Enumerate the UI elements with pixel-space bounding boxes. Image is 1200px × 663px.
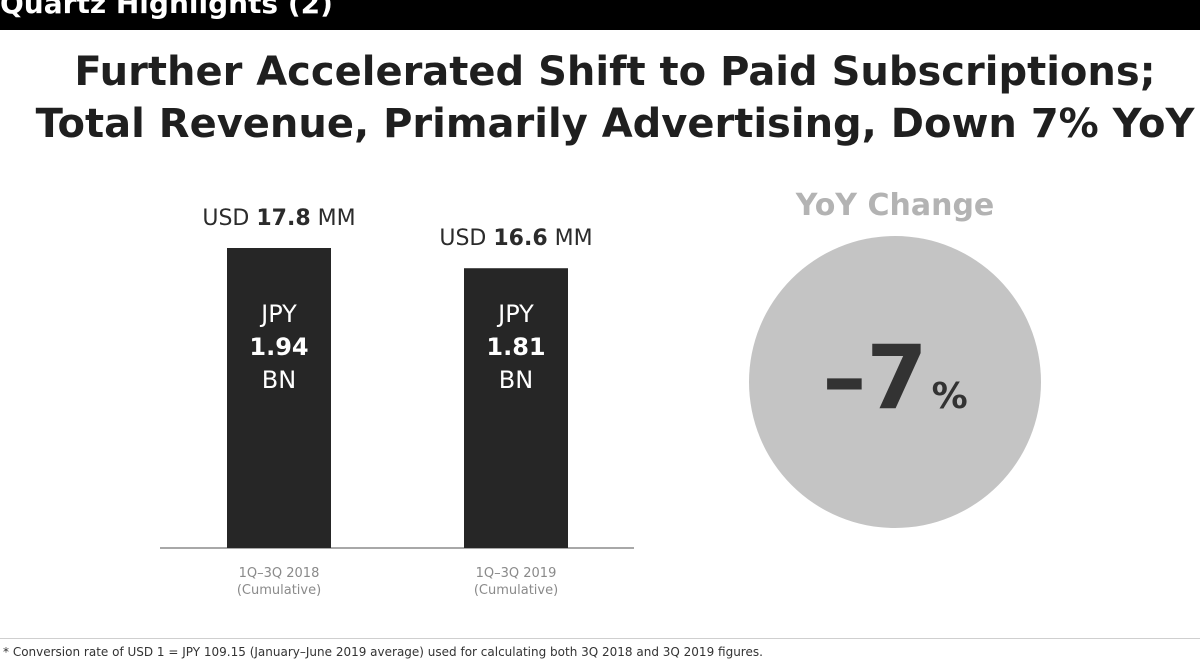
header-title: Quartz Highlights (2) [0, 0, 333, 20]
category-sublabel-1: (Cumulative) [237, 583, 321, 598]
headline-line-1: Further Accelerated Shift to Paid Subscr… [74, 49, 1156, 95]
headline: Further Accelerated Shift to Paid Subscr… [0, 46, 1200, 150]
yoy-title: YoY Change [795, 188, 995, 223]
yoy-number: –7 [822, 326, 928, 429]
footer-divider [0, 638, 1200, 639]
yoy-unit: % [931, 376, 968, 417]
bar-inner-value-2: 1.81 [486, 333, 545, 361]
category-label-2: 1Q–3Q 2019 [476, 566, 557, 581]
bar-2 [464, 268, 568, 548]
yoy-circle: –7 % [749, 236, 1041, 528]
bar-top-label-1: USD 17.8 MM [202, 206, 355, 231]
revenue-bar-chart: USD 17.8 MM JPY 1.94 BN 1Q–3Q 2018 (Cumulativ… [160, 206, 634, 598]
bar-inner-prefix-2: JPY [496, 300, 534, 328]
category-sublabel-2: (Cumulative) [474, 583, 558, 598]
header-bar: Quartz Highlights (2) [0, 0, 1200, 30]
bar-inner-unit-2: BN [499, 366, 533, 394]
footnote: * Conversion rate of USD 1 = JPY 109.15 … [3, 645, 763, 659]
bar-1 [227, 248, 331, 548]
bar-inner-unit-1: BN [262, 366, 296, 394]
bar-inner-value-1: 1.94 [249, 333, 308, 361]
category-label-1: 1Q–3Q 2018 [239, 566, 320, 581]
headline-line-2: Total Revenue, Primarily Advertising, Do… [35, 101, 1195, 147]
yoy-value: –7 % [749, 236, 1041, 528]
bar-inner-prefix-1: JPY [259, 300, 297, 328]
bar-top-label-2: USD 16.6 MM [439, 226, 592, 251]
